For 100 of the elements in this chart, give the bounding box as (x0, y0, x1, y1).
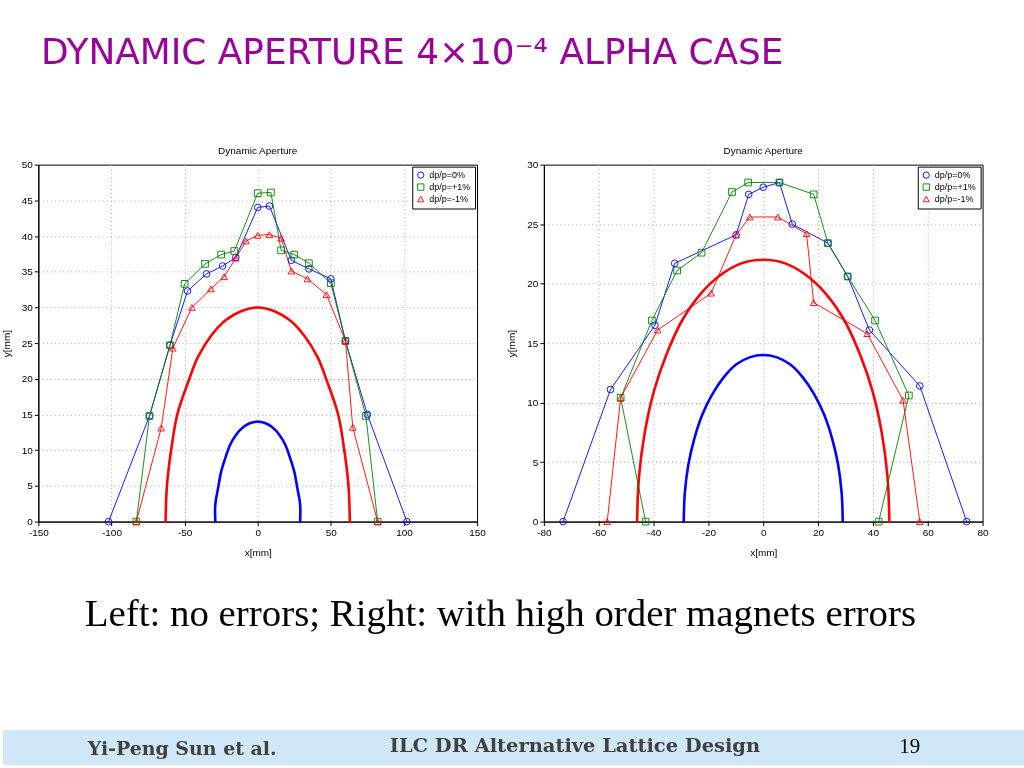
point (874, 517, 883, 526)
point (183, 287, 192, 295)
point (606, 385, 615, 394)
x-tick-label: -100 (102, 527, 123, 539)
point (653, 326, 662, 334)
y-tick-label: 30 (21, 301, 34, 313)
point (348, 424, 357, 431)
point (697, 248, 706, 257)
point (744, 178, 752, 187)
point (265, 202, 274, 210)
point (201, 260, 209, 268)
line-series (164, 306, 352, 523)
chart-title: Dynamic Aperture (218, 144, 298, 156)
x-axis-title: x[mm] (750, 546, 778, 558)
point (899, 396, 907, 404)
point (202, 270, 211, 278)
point (802, 230, 811, 237)
point (865, 326, 874, 334)
point (253, 189, 262, 197)
point (217, 250, 225, 259)
point (648, 316, 656, 325)
x-tick-label: 0 (255, 527, 262, 539)
point (305, 265, 313, 273)
point (287, 256, 296, 265)
point (303, 275, 312, 283)
point (651, 321, 659, 330)
point (242, 237, 250, 245)
text: ILC DR Alternative Lattice Design (389, 733, 761, 757)
point (207, 285, 215, 293)
point (962, 517, 971, 526)
y-tick-label: 20 (21, 373, 34, 385)
point (641, 517, 650, 526)
point (104, 517, 113, 526)
x-tick-label: 60 (922, 527, 935, 539)
point (916, 382, 924, 390)
x-tick-label: 150 (469, 527, 487, 539)
text: Left: no errors; Right: with high order magnets errors (84, 591, 917, 635)
y-tick-label: 25 (527, 218, 539, 230)
legend-label: dp/p=-1% (934, 194, 974, 205)
point (559, 517, 567, 526)
point (220, 273, 228, 281)
point (916, 518, 924, 525)
point (744, 190, 753, 199)
y-tick-label: 40 (21, 230, 34, 242)
point (871, 316, 879, 325)
x-tick-label: -80 (537, 527, 553, 539)
point (157, 424, 165, 432)
x-tick-label: -40 (646, 527, 662, 539)
y-tick-label: 5 (27, 480, 34, 492)
point (905, 391, 913, 400)
y-tick-label: 20 (527, 278, 539, 290)
point (773, 213, 782, 221)
x-tick-label: 80 (977, 527, 990, 539)
legend-label: dp/p=+1% (934, 182, 976, 193)
point (403, 517, 411, 526)
text: Yi-Peng Sun et al. (86, 736, 277, 759)
point (253, 231, 262, 239)
y-axis-title: y[mm] (0, 329, 12, 358)
line-series (682, 353, 845, 523)
point (230, 247, 239, 255)
point (277, 234, 285, 242)
x-tick-label: -50 (177, 527, 193, 539)
x-tick-label: 100 (396, 527, 414, 539)
point (277, 246, 285, 255)
point (327, 275, 335, 283)
point (253, 203, 262, 212)
x-tick-label: -150 (28, 527, 50, 539)
y-tick-label: 15 (527, 337, 539, 349)
point (305, 259, 313, 267)
legend-label: dp/p=0% (934, 170, 971, 181)
x-tick-label: -20 (701, 527, 717, 539)
x-tick-label: 20 (813, 527, 825, 539)
point (188, 304, 196, 311)
text: 19 (899, 733, 921, 758)
point (180, 280, 189, 288)
point (218, 262, 227, 270)
y-tick-label: 5 (532, 456, 539, 468)
legend-label: dp/p=+1% (429, 182, 471, 193)
x-tick-label: 40 (867, 527, 880, 539)
point (322, 291, 331, 298)
point (327, 279, 335, 287)
text: DYNAMIC APERTURE 4×10⁻⁴ ALPHA CASE (40, 30, 784, 72)
y-tick-label: 15 (21, 409, 34, 420)
y-tick-label: 10 (21, 444, 34, 456)
x-axis-title: x[mm] (244, 546, 272, 558)
chart-title: Dynamic Aperture (723, 144, 804, 156)
legend-label: dp/p=0% (429, 170, 465, 181)
point (728, 188, 736, 196)
point (265, 231, 274, 238)
y-tick-label: 0 (27, 516, 34, 528)
point (809, 299, 818, 307)
point (788, 220, 797, 228)
legend-label: dp/p=-1% (429, 194, 468, 205)
point (673, 266, 681, 275)
point (670, 259, 679, 268)
y-tick-label: 30 (527, 159, 539, 171)
point (267, 188, 275, 197)
y-tick-label: 0 (532, 516, 539, 528)
x-tick-label: 0 (760, 527, 767, 539)
x-tick-label: -60 (592, 527, 607, 539)
